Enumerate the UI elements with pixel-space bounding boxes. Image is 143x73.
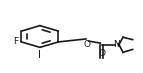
Text: F: F bbox=[13, 37, 18, 46]
Text: O: O bbox=[84, 40, 91, 49]
Text: I: I bbox=[38, 50, 41, 60]
Text: N: N bbox=[113, 40, 120, 49]
Text: O: O bbox=[98, 49, 105, 58]
